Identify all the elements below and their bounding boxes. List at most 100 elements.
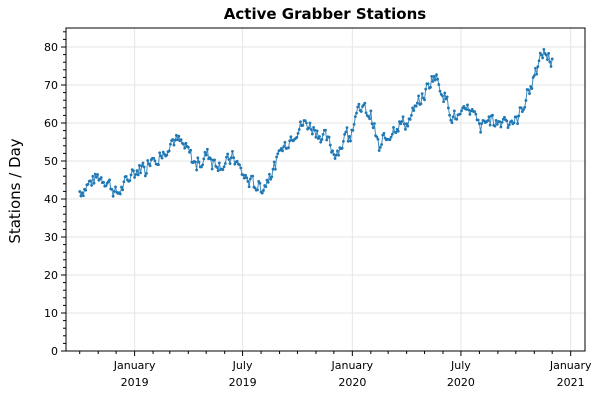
data-point: [213, 158, 216, 162]
data-point: [189, 148, 193, 152]
data-point: [327, 135, 331, 139]
data-point: [122, 180, 126, 184]
data-point: [377, 149, 381, 152]
data-point: [140, 164, 144, 168]
data-point: [474, 112, 478, 116]
data-point: [546, 58, 549, 62]
data-point: [223, 162, 227, 165]
data-point: [248, 177, 252, 181]
data-point: [111, 194, 115, 198]
data-point: [227, 158, 231, 161]
x-tick-label-month: January: [549, 359, 592, 372]
data-point: [510, 119, 514, 123]
data-point: [506, 126, 510, 129]
data-point: [351, 128, 355, 132]
data-point: [451, 115, 455, 119]
data-point: [239, 166, 243, 170]
data-point: [312, 125, 315, 129]
data-point: [307, 126, 311, 130]
y-tick-label: 80: [44, 41, 58, 54]
data-point: [174, 133, 178, 137]
data-point: [299, 120, 302, 124]
data-point: [371, 126, 375, 130]
data-point: [340, 146, 344, 150]
data-point: [382, 131, 386, 135]
data-point: [129, 173, 133, 177]
data-point: [272, 160, 276, 164]
data-point: [202, 157, 206, 161]
data-point: [467, 108, 471, 112]
data-point: [476, 118, 480, 122]
data-point: [405, 122, 409, 126]
data-point: [231, 149, 234, 153]
chart-title: Active Grabber Stations: [224, 5, 426, 23]
data-point: [90, 184, 94, 187]
data-point: [269, 177, 273, 181]
data-point: [324, 128, 327, 132]
data-point: [448, 113, 451, 117]
data-point: [157, 163, 160, 167]
data-point: [519, 106, 523, 110]
data-point: [253, 186, 257, 190]
data-point: [526, 88, 530, 92]
data-point: [182, 142, 185, 146]
x-tick-label-year: 2019: [229, 376, 257, 389]
data-point: [315, 129, 319, 133]
data-point: [173, 138, 177, 142]
data-point: [355, 111, 358, 115]
data-point: [136, 173, 140, 177]
x-tick-label-month: July: [450, 359, 471, 372]
data-point: [247, 185, 251, 189]
data-point: [528, 92, 531, 95]
data-point: [283, 140, 287, 144]
data-point: [359, 110, 363, 113]
data-point: [420, 92, 424, 96]
y-tick-label: 50: [44, 155, 58, 168]
data-point: [281, 149, 284, 153]
data-point: [110, 187, 114, 191]
data-point: [232, 156, 236, 160]
data-point: [282, 145, 286, 148]
data-point: [493, 124, 497, 128]
data-point: [325, 138, 329, 142]
data-point: [233, 162, 237, 166]
data-point: [114, 185, 117, 189]
data-point: [458, 112, 462, 116]
data-point: [81, 194, 85, 198]
data-point: [104, 184, 108, 188]
data-point: [229, 156, 233, 160]
data-point: [368, 117, 372, 121]
y-tick-label: 40: [44, 193, 58, 206]
data-point: [260, 191, 264, 195]
data-point: [541, 56, 545, 60]
data-point: [530, 87, 534, 90]
data-point: [376, 137, 380, 141]
data-point: [135, 169, 139, 173]
data-point: [318, 135, 321, 138]
data-point: [398, 120, 401, 124]
x-tick-label-month: January: [330, 359, 373, 372]
data-point: [455, 117, 459, 121]
data-point: [334, 153, 338, 157]
data-point: [313, 128, 317, 132]
data-point: [353, 115, 357, 119]
data-point: [488, 123, 492, 127]
y-tick-label: 70: [44, 79, 58, 92]
data-point: [369, 109, 373, 113]
data-point: [226, 152, 230, 156]
data-point: [194, 160, 197, 164]
data-point: [251, 174, 255, 178]
data-point: [270, 175, 274, 179]
x-tick-label-month: January: [113, 359, 156, 372]
data-point: [108, 178, 111, 182]
data-point: [389, 135, 393, 139]
data-point: [222, 165, 226, 169]
x-tick-label-year: 2021: [557, 376, 585, 389]
data-point: [148, 164, 152, 168]
data-point: [95, 175, 98, 179]
data-point: [344, 130, 348, 134]
data-point: [152, 156, 156, 160]
data-point: [314, 135, 318, 139]
data-point: [432, 75, 436, 78]
